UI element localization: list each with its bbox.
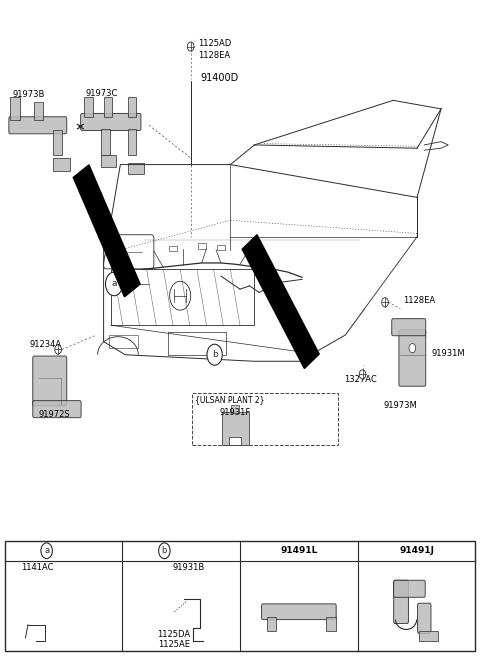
Text: 1128EA: 1128EA [403,296,435,305]
Bar [111,269,254,325]
Polygon shape [242,235,319,369]
Bar [109,335,138,348]
FancyBboxPatch shape [418,603,431,633]
Circle shape [207,344,222,365]
FancyBboxPatch shape [81,114,141,131]
Circle shape [409,344,416,353]
Bar [128,163,144,174]
Text: 91931M: 91931M [432,349,465,358]
Bar [231,405,239,413]
Bar [192,393,338,445]
Circle shape [158,543,170,558]
Bar [101,155,116,167]
FancyBboxPatch shape [262,604,336,620]
Bar [4,541,476,651]
Text: b: b [212,350,217,359]
Text: 91234A: 91234A [29,340,61,350]
Text: 91400D: 91400D [200,73,239,83]
Text: 91972S: 91972S [39,411,71,419]
Bar [104,97,112,117]
Bar [217,244,225,250]
FancyBboxPatch shape [33,401,81,418]
FancyBboxPatch shape [9,117,67,134]
Text: 1125AE: 1125AE [158,640,190,649]
Text: 1125DA: 1125DA [157,630,191,639]
Text: 1128EA: 1128EA [198,51,230,60]
Bar [128,129,136,155]
Text: a: a [111,279,117,288]
Text: 91973C: 91973C [86,89,118,99]
Bar [198,243,205,248]
Bar [169,246,177,251]
Bar [84,97,93,117]
Bar [10,97,20,120]
Bar [53,158,70,171]
Text: 1327AC: 1327AC [344,375,377,384]
Bar [168,332,226,355]
Bar [128,97,136,117]
Text: 1125AD: 1125AD [198,39,231,48]
Bar [267,617,276,631]
Text: 1141AC: 1141AC [21,563,54,572]
Circle shape [382,298,388,307]
Bar [53,130,62,155]
Text: b: b [162,546,167,555]
Text: 91931B: 91931B [172,563,204,572]
Text: 91973M: 91973M [384,401,417,411]
FancyBboxPatch shape [33,356,67,406]
Text: 91973B: 91973B [12,90,45,99]
Circle shape [32,601,38,609]
Text: 91931F: 91931F [219,408,251,417]
Circle shape [106,272,123,296]
Text: a: a [44,546,49,555]
Circle shape [168,608,174,616]
Bar [326,617,336,631]
Circle shape [55,345,61,354]
Circle shape [359,370,366,379]
Text: 91491J: 91491J [399,546,434,555]
Bar [34,102,43,120]
Text: 91491L: 91491L [280,546,318,555]
Polygon shape [73,165,140,297]
FancyBboxPatch shape [399,330,426,386]
FancyBboxPatch shape [394,580,425,597]
Text: {ULSAN PLANT 2}: {ULSAN PLANT 2} [194,396,264,404]
Bar [101,129,110,155]
Circle shape [41,543,52,558]
FancyBboxPatch shape [394,580,408,623]
Bar [419,631,438,641]
Circle shape [187,42,194,51]
Bar [222,412,249,445]
FancyBboxPatch shape [392,319,426,336]
Bar [229,437,241,445]
